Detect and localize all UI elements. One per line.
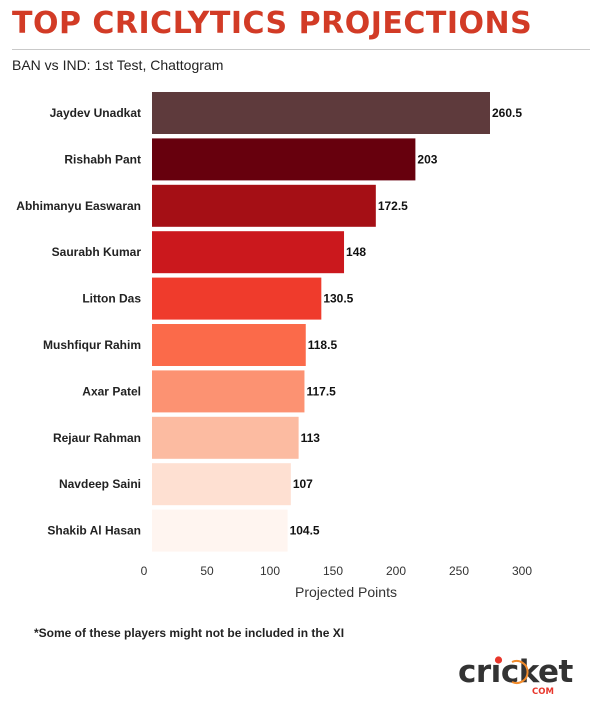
- x-tick-label: 300: [512, 564, 532, 578]
- chart-subtitle: BAN vs IND: 1st Test, Chattogram: [12, 57, 224, 73]
- x-tick-label: 50: [200, 564, 214, 578]
- data-label: 107: [293, 477, 313, 491]
- data-label: 203: [417, 152, 437, 166]
- logo-dot-icon: [494, 656, 503, 664]
- bar: [152, 509, 288, 552]
- logo-swoosh-icon: [511, 660, 529, 684]
- category-label: Jaydev Unadkat: [50, 106, 141, 120]
- category-label: Saurabh Kumar: [52, 245, 142, 259]
- bar: [152, 416, 299, 459]
- logo-suffix: COM: [532, 687, 554, 697]
- data-label: 104.5: [290, 524, 320, 538]
- logo-text-start: cr: [458, 654, 492, 690]
- category-label: Abhimanyu Easwaran: [16, 199, 141, 213]
- bar: [152, 370, 305, 413]
- data-label: 117.5: [306, 384, 336, 398]
- data-label: 130.5: [323, 292, 353, 306]
- category-label: Shakib Al Hasan: [47, 524, 141, 538]
- x-axis-label: Projected Points: [295, 584, 397, 600]
- category-label: Rejaur Rahman: [53, 431, 141, 445]
- x-tick-label: 200: [386, 564, 406, 578]
- bar: [152, 277, 322, 320]
- title-divider: [12, 49, 590, 50]
- footnote: *Some of these players might not be incl…: [34, 626, 345, 640]
- bar: [152, 463, 291, 506]
- bar-chart: Jaydev Unadkat 260.5 Rishabh Pant 203 Abhima…: [16, 92, 532, 600]
- category-label: Navdeep Saini: [59, 477, 141, 491]
- category-label: Litton Das: [82, 292, 141, 306]
- bar: [152, 324, 306, 366]
- category-label: Axar Patel: [82, 384, 141, 398]
- bar: [152, 231, 345, 274]
- x-tick-label: 250: [449, 564, 469, 578]
- category-label: Mushfiqur Rahim: [43, 338, 141, 352]
- data-label: 260.5: [492, 106, 522, 120]
- cricket-com-logo: crıcket COM: [458, 654, 574, 697]
- x-tick-label: 150: [323, 564, 343, 578]
- chart-title: TOP CRICLYTICS PROJECTIONS: [12, 6, 533, 41]
- logo-text-end: cket: [501, 654, 574, 690]
- svg-text:crıcket: crıcket: [458, 654, 573, 690]
- data-label: 148: [346, 245, 366, 259]
- category-label: Rishabh Pant: [64, 152, 141, 166]
- bar: [152, 92, 490, 134]
- bar: [152, 138, 416, 181]
- data-label: 113: [301, 431, 321, 445]
- data-label: 172.5: [378, 199, 408, 213]
- data-label: 118.5: [308, 338, 338, 352]
- x-tick-label: 0: [141, 564, 148, 578]
- x-tick-label: 100: [260, 564, 280, 578]
- bar: [152, 184, 376, 227]
